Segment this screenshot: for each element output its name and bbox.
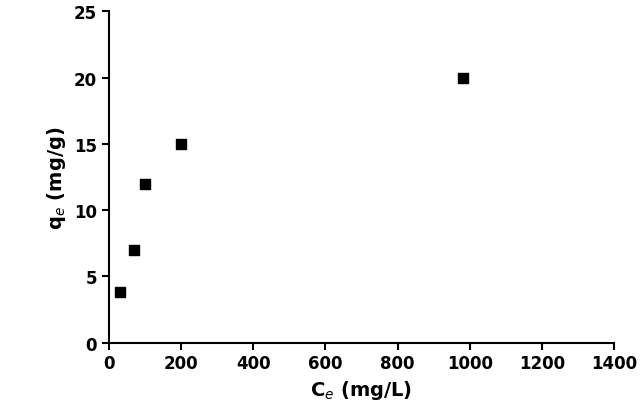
Y-axis label: q$_e$ (mg/g): q$_e$ (mg/g) — [45, 126, 68, 229]
Point — [458, 75, 468, 82]
Point — [176, 141, 186, 148]
Point — [129, 247, 140, 254]
Point — [115, 289, 125, 296]
Point — [140, 181, 150, 188]
X-axis label: C$_e$ (mg/L): C$_e$ (mg/L) — [310, 378, 413, 401]
